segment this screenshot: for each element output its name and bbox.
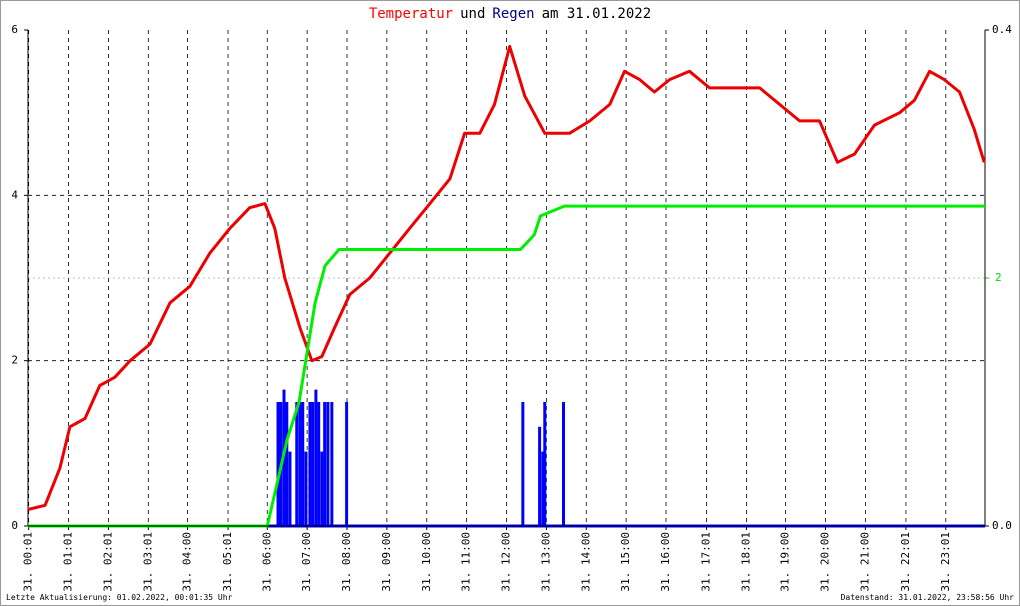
rain-bar xyxy=(314,389,318,526)
rain-bar xyxy=(304,451,308,526)
y-tick-label: 4 xyxy=(11,188,18,201)
x-tick-label: 31. 23:01 xyxy=(939,532,952,592)
title-part: am 31.01.2022 xyxy=(542,6,652,22)
rain-bar xyxy=(562,402,566,526)
x-tick-label: 31. 13:00 xyxy=(539,532,552,592)
x-tick-label: 31. 22:01 xyxy=(899,532,912,592)
y2-tick-label: 0.4 xyxy=(992,23,1012,36)
rain-bar xyxy=(330,402,334,526)
footer-right: Datenstand: 31.01.2022, 23:58:56 Uhr xyxy=(841,593,1015,602)
x-tick-label: 31. 16:00 xyxy=(659,532,672,592)
y-tick-label: 2 xyxy=(11,354,18,367)
x-tick-label: 31. 20:00 xyxy=(819,532,832,592)
y-tick-label: 0 xyxy=(11,519,18,532)
y3-tick-label: 2 xyxy=(995,271,1002,284)
x-tick-label: 31. 11:00 xyxy=(460,532,473,592)
rain-bar xyxy=(276,402,280,526)
rain-bar xyxy=(320,451,324,526)
rain-bar xyxy=(308,402,312,526)
rain-bar xyxy=(323,402,327,526)
rain-bar xyxy=(311,402,315,526)
x-tick-label: 31. 00:01 xyxy=(22,532,35,592)
rain-bar xyxy=(301,402,305,526)
x-tick-label: 31. 07:00 xyxy=(300,532,313,592)
y-tick-label: 6 xyxy=(11,23,18,36)
rain-bar xyxy=(521,402,525,526)
title-part: Regen xyxy=(492,6,534,22)
x-tick-label: 31. 19:00 xyxy=(779,532,792,592)
title-part: und xyxy=(460,6,485,22)
x-tick-label: 31. 03:01 xyxy=(141,532,154,592)
rain-bar xyxy=(538,426,542,526)
rain-bar xyxy=(288,451,292,526)
x-tick-label: 31. 01:01 xyxy=(62,532,75,592)
x-tick-label: 31. 12:00 xyxy=(500,532,513,592)
x-tick-label: 31. 05:01 xyxy=(221,532,234,592)
x-tick-label: 31. 15:00 xyxy=(619,532,632,592)
rain-bar xyxy=(295,402,299,526)
rain-bar xyxy=(345,402,349,526)
x-tick-label: 31. 09:00 xyxy=(380,532,393,592)
rain-bar xyxy=(317,402,321,526)
x-tick-label: 31. 17:01 xyxy=(700,532,713,592)
x-tick-label: 31. 02:01 xyxy=(101,532,114,592)
x-tick-label: 31. 04:00 xyxy=(181,532,194,592)
footer-left: Letzte Aktualisierung: 01.02.2022, 00:01… xyxy=(6,593,233,602)
rain-bar xyxy=(298,402,302,526)
series-line xyxy=(28,204,985,528)
rain-bar xyxy=(285,402,289,526)
x-tick-label: 31. 10:00 xyxy=(420,532,433,592)
series-line xyxy=(27,45,986,511)
x-tick-label: 31. 21:00 xyxy=(858,532,871,592)
chart-title: Temperatur und Regen am 31.01.2022 xyxy=(369,6,651,22)
x-tick-label: 31. 08:00 xyxy=(340,532,353,592)
rain-bar xyxy=(326,402,330,526)
rain-bar xyxy=(541,451,545,526)
x-tick-label: 31. 14:00 xyxy=(579,532,592,592)
x-tick-label: 31. 18:01 xyxy=(739,532,752,592)
title-part: Temperatur xyxy=(369,6,453,22)
rain-bar xyxy=(543,402,547,526)
y2-tick-label: 0.0 xyxy=(992,519,1012,532)
x-tick-label: 31. 06:00 xyxy=(260,532,273,592)
